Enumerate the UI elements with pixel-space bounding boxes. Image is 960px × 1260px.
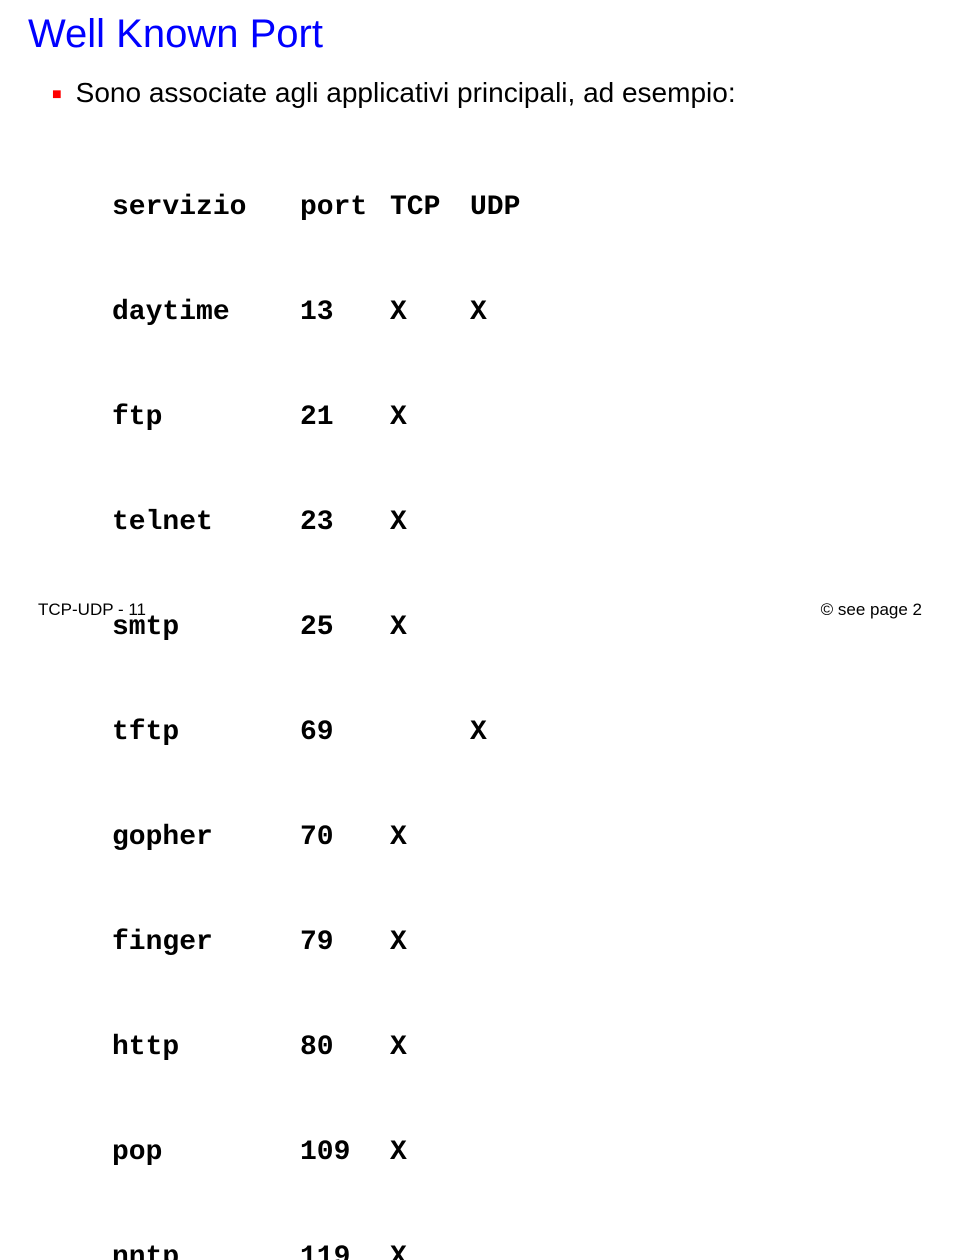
table-row: gopher70X [112, 820, 932, 855]
bullet-square-icon: ■ [52, 85, 62, 105]
header-service: servizio [112, 190, 300, 225]
cell-port: 119 [300, 1240, 390, 1260]
cell-udp [470, 1135, 530, 1170]
cell-udp [470, 925, 530, 960]
cell-service: gopher [112, 820, 300, 855]
cell-tcp: X [390, 1240, 470, 1260]
cell-tcp: X [390, 295, 470, 330]
cell-service: finger [112, 925, 300, 960]
header-udp: UDP [470, 190, 530, 225]
cell-service: daytime [112, 295, 300, 330]
cell-udp: X [470, 295, 530, 330]
cell-tcp: X [390, 1135, 470, 1170]
cell-service: ftp [112, 400, 300, 435]
cell-port: 21 [300, 400, 390, 435]
table-row: tftp69 X [112, 715, 932, 750]
cell-udp [470, 1240, 530, 1260]
table-row: pop109X [112, 1135, 932, 1170]
cell-port: 80 [300, 1030, 390, 1065]
table-row: telnet23X [112, 505, 932, 540]
cell-tcp: X [390, 820, 470, 855]
cell-port: 23 [300, 505, 390, 540]
table-row: daytime13XX [112, 295, 932, 330]
port-table: servizioportTCPUDP daytime13XX ftp21X te… [112, 120, 932, 1260]
cell-port: 70 [300, 820, 390, 855]
bullet-intro: ■ Sono associate agli applicativi princi… [52, 75, 932, 110]
table-row: nntp119X [112, 1240, 932, 1260]
table-row: finger79X [112, 925, 932, 960]
slide-footer: TCP-UDP - 11 © see page 2 [0, 600, 960, 620]
cell-service: nntp [112, 1240, 300, 1260]
cell-port: 79 [300, 925, 390, 960]
cell-service: tftp [112, 715, 300, 750]
bullet-intro-text: Sono associate agli applicativi principa… [76, 75, 736, 110]
table-row: ftp21X [112, 400, 932, 435]
cell-service: telnet [112, 505, 300, 540]
cell-port: 109 [300, 1135, 390, 1170]
cell-port: 13 [300, 295, 390, 330]
header-port: port [300, 190, 390, 225]
cell-service: http [112, 1030, 300, 1065]
cell-port: 69 [300, 715, 390, 750]
cell-udp [470, 400, 530, 435]
cell-udp: X [470, 715, 530, 750]
table-row: http80X [112, 1030, 932, 1065]
cell-tcp: X [390, 1030, 470, 1065]
slide: Well Known Port ■ Sono associate agli ap… [0, 0, 960, 630]
footer-left: TCP-UDP - 11 [38, 600, 146, 620]
cell-tcp: X [390, 400, 470, 435]
cell-tcp: X [390, 505, 470, 540]
cell-tcp [390, 715, 470, 750]
cell-udp [470, 1030, 530, 1065]
table-header: servizioportTCPUDP [112, 190, 932, 225]
cell-service: pop [112, 1135, 300, 1170]
footer-right: © see page 2 [821, 600, 922, 620]
cell-tcp: X [390, 925, 470, 960]
cell-udp [470, 820, 530, 855]
header-tcp: TCP [390, 190, 470, 225]
slide-title: Well Known Port [28, 12, 932, 57]
cell-udp [470, 505, 530, 540]
